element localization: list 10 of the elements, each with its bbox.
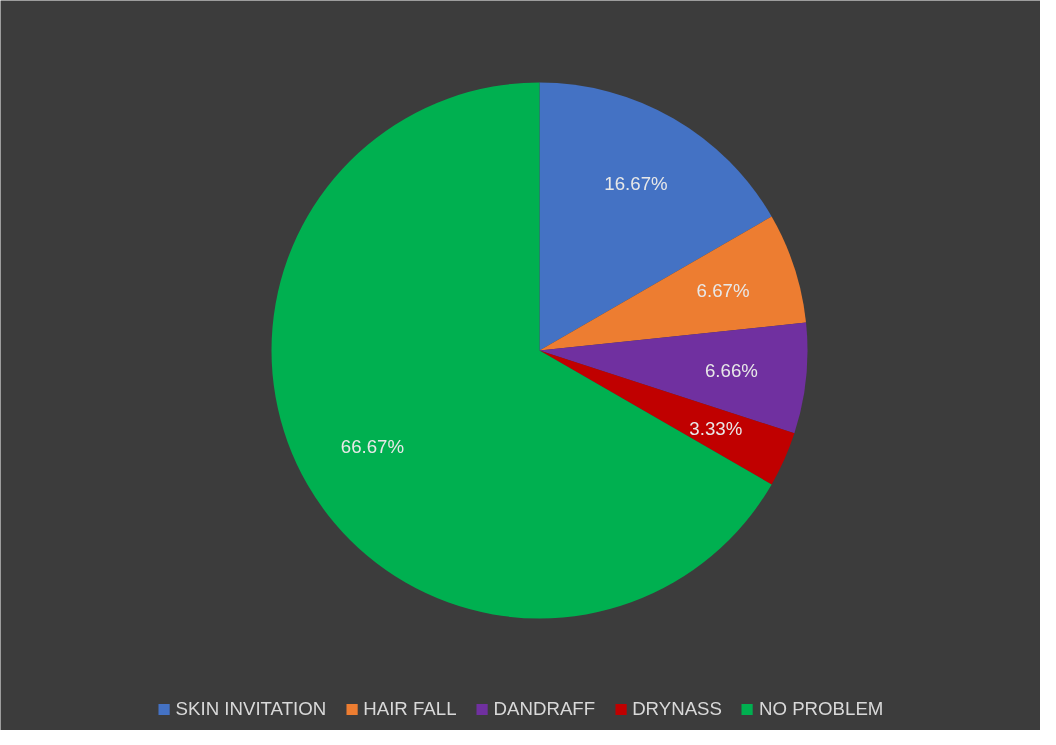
legend-label: DRYNASS [632, 698, 723, 720]
legend-label: SKIN INVITATION [175, 698, 327, 720]
legend-label: NO PROBLEM [759, 698, 884, 720]
data-label: 16.67% [604, 172, 668, 194]
data-label: 6.66% [704, 360, 758, 382]
legend-label: DANDRAFF [493, 698, 596, 720]
legend-label: HAIR FALL [363, 698, 457, 720]
data-label: 66.67% [340, 436, 405, 458]
data-label: 3.33% [689, 418, 743, 440]
data-label: 6.67% [696, 280, 750, 302]
